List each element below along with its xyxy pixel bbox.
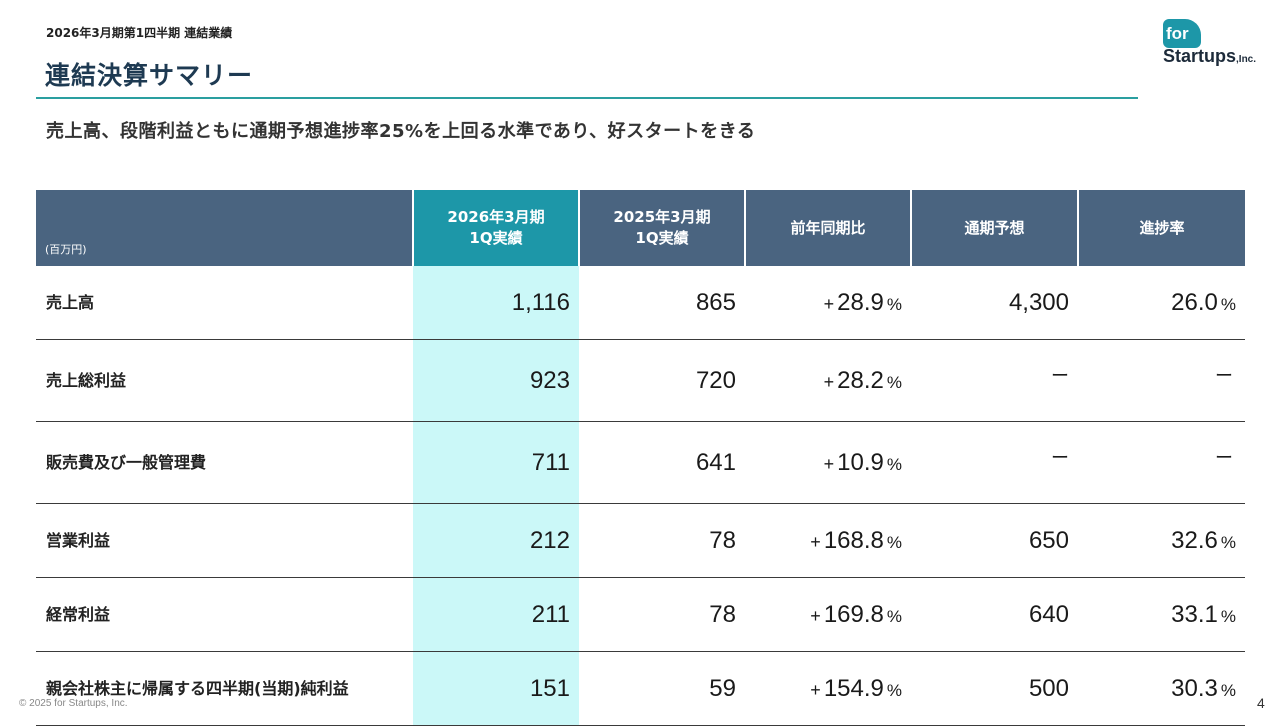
yoy-sign: + xyxy=(823,453,835,474)
unit-label: (百万円) xyxy=(36,190,414,266)
logo-badge: for xyxy=(1163,19,1201,48)
yoy-cell: +10.9% xyxy=(745,421,911,504)
forecast-value: 650 xyxy=(911,503,1078,578)
page-number: 4 xyxy=(1257,695,1265,711)
yoy-value: 169.8 xyxy=(823,600,884,628)
progress-unit: % xyxy=(1220,532,1236,552)
column-header-forecast: 通期予想 xyxy=(911,190,1079,266)
table-header-row: (百万円) 2026年3月期 1Q実績 2025年3月期 1Q実績 前年同期比 … xyxy=(36,190,1245,266)
yoy-sign: + xyxy=(823,371,835,392)
progress-unit: % xyxy=(1220,680,1236,700)
forecast-value: 640 xyxy=(911,577,1078,652)
column-header-line1: 2026年3月期 xyxy=(447,208,545,226)
yoy-cell: +154.9% xyxy=(745,651,911,726)
financial-summary-table: (百万円) 2026年3月期 1Q実績 2025年3月期 1Q実績 前年同期比 … xyxy=(36,190,1245,726)
row-label: 経常利益 xyxy=(36,577,413,652)
logo-suffix: ,Inc. xyxy=(1236,54,1257,65)
yoy-cell: +28.9% xyxy=(745,266,911,340)
progress-cell: ー xyxy=(1078,421,1245,504)
yoy-unit: % xyxy=(886,606,902,626)
progress-value: ー xyxy=(1215,365,1233,386)
column-header-line1: 2025年3月期 xyxy=(613,208,711,226)
progress-value: 26.0 xyxy=(1171,288,1218,316)
progress-unit: % xyxy=(1220,606,1236,626)
progress-unit: % xyxy=(1220,294,1236,314)
prev-1q-value: 641 xyxy=(579,421,745,504)
current-1q-value: 212 xyxy=(413,503,579,578)
copyright: © 2025 for Startups, Inc. xyxy=(19,698,128,709)
logo-wordmark: Startups,Inc. xyxy=(1163,46,1256,67)
yoy-value: 10.9 xyxy=(837,448,884,476)
forecast-value: ー xyxy=(911,421,1078,504)
row-label: 販売費及び一般管理費 xyxy=(36,421,413,504)
yoy-unit: % xyxy=(886,372,902,392)
column-header-line2: 1Q実績 xyxy=(469,229,523,247)
current-1q-value: 151 xyxy=(413,651,579,726)
breadcrumb: 2026年3月期第1四半期 連結業績 xyxy=(46,26,233,40)
yoy-sign: + xyxy=(823,293,835,314)
yoy-value: 154.9 xyxy=(823,674,884,702)
logo-name: Startups xyxy=(1163,46,1237,66)
prev-1q-value: 865 xyxy=(579,266,745,340)
yoy-cell: +168.8% xyxy=(745,503,911,578)
column-header-line2: 1Q実績 xyxy=(635,229,689,247)
prev-1q-value: 59 xyxy=(579,651,745,726)
progress-value: ー xyxy=(1215,447,1233,468)
prev-1q-value: 720 xyxy=(579,339,745,422)
table-row: 営業利益 212 78 +168.8% 650 32.6% xyxy=(36,503,1245,578)
yoy-unit: % xyxy=(886,294,902,314)
yoy-cell: +28.2% xyxy=(745,339,911,422)
column-header-prev-1q: 2025年3月期 1Q実績 xyxy=(579,190,746,266)
yoy-unit: % xyxy=(886,532,902,552)
forecast-value: ー xyxy=(911,339,1078,422)
prev-1q-value: 78 xyxy=(579,577,745,652)
row-label: 営業利益 xyxy=(36,503,413,578)
progress-cell: ー xyxy=(1078,339,1245,422)
current-1q-value: 1,116 xyxy=(413,266,579,340)
progress-cell: 30.3% xyxy=(1078,651,1245,726)
yoy-cell: +169.8% xyxy=(745,577,911,652)
table-row: 販売費及び一般管理費 711 641 +10.9% ーー xyxy=(36,421,1245,504)
forecast-value: 4,300 xyxy=(911,266,1078,340)
table-row: 経常利益 211 78 +169.8% 640 33.1% xyxy=(36,577,1245,652)
progress-cell: 33.1% xyxy=(1078,577,1245,652)
row-label: 売上総利益 xyxy=(36,339,413,422)
progress-cell: 32.6% xyxy=(1078,503,1245,578)
page-title: 連結決算サマリー xyxy=(45,61,254,90)
progress-cell: 26.0% xyxy=(1078,266,1245,340)
table-row: 売上総利益 923 720 +28.2% ーー xyxy=(36,339,1245,422)
progress-value: 32.6 xyxy=(1171,526,1218,554)
yoy-value: 28.9 xyxy=(837,288,884,316)
yoy-value: 28.2 xyxy=(837,366,884,394)
yoy-unit: % xyxy=(886,680,902,700)
column-header-current-1q: 2026年3月期 1Q実績 xyxy=(413,190,580,266)
yoy-value: 168.8 xyxy=(823,526,884,554)
current-1q-value: 711 xyxy=(413,421,579,504)
title-divider xyxy=(36,97,1138,99)
yoy-sign: + xyxy=(810,679,821,700)
table-row: 親会社株主に帰属する四半期(当期)純利益 151 59 +154.9% 500 30.3% xyxy=(36,651,1245,726)
forecast-value: 500 xyxy=(911,651,1078,726)
yoy-sign: + xyxy=(810,531,821,552)
company-logo: for Startups,Inc. xyxy=(1163,19,1273,71)
table-row: 売上高 1,116 865 +28.9% 4,300 26.0% xyxy=(36,266,1245,340)
row-label: 売上高 xyxy=(36,266,413,340)
current-1q-value: 923 xyxy=(413,339,579,422)
progress-value: 33.1 xyxy=(1171,600,1218,628)
prev-1q-value: 78 xyxy=(579,503,745,578)
progress-value: 30.3 xyxy=(1171,674,1218,702)
yoy-sign: + xyxy=(810,605,821,626)
column-header-yoy: 前年同期比 xyxy=(745,190,912,266)
summary-headline: 売上高、段階利益ともに通期予想進捗率25%を上回る水準であり、好スタートをきる xyxy=(46,121,756,142)
current-1q-value: 211 xyxy=(413,577,579,652)
yoy-unit: % xyxy=(886,454,902,474)
row-label: 親会社株主に帰属する四半期(当期)純利益 xyxy=(36,651,413,726)
column-header-progress: 進捗率 xyxy=(1078,190,1245,266)
